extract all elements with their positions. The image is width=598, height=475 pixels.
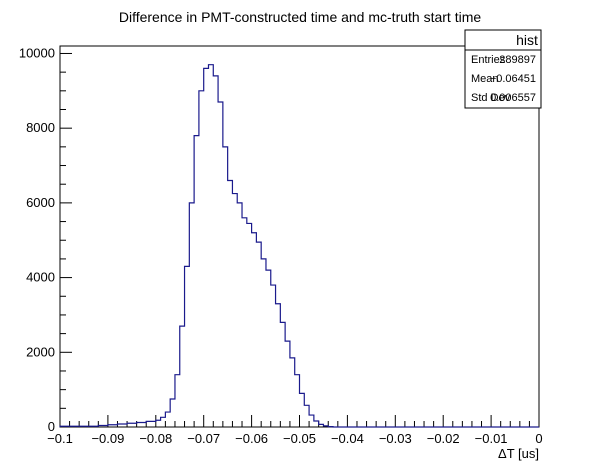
x-tick-label: −0.06 [235,431,268,446]
x-tick-label: −0.08 [139,431,172,446]
x-tick-label: −0.03 [379,431,412,446]
x-tick-label: 0 [535,431,542,446]
stats-box-title: hist [516,32,538,48]
x-axis-title: ΔT [us] [498,446,539,461]
stats-entries-value: 289897 [499,54,536,66]
x-tick-label: −0.09 [91,431,124,446]
stats-box-frame [464,29,542,109]
stats-stddev-value: 0.006557 [490,92,536,104]
x-tick-label: −0.04 [331,431,364,446]
stats-stddev-label: Std Dev [471,92,511,104]
histogram-line [59,64,539,428]
x-tick-label: −0.1 [47,431,73,446]
y-tick-label: 8000 [26,120,55,135]
stats-mean-value: −0.06451 [490,73,536,85]
stats-entries-label: Entries [471,54,506,66]
x-tick-label: −0.02 [427,431,460,446]
x-axis: −0.1 −0.09 −0.08 −0.07 −0.06 −0.05 −0.04 −0.03−… [47,415,543,446]
y-tick-label: 2000 [26,344,55,359]
x-tick-label: −0.05 [283,431,316,446]
x-tick-label: −0.07 [187,431,220,446]
y-tick-label: 0 [48,419,55,434]
y-tick-label: 4000 [26,270,55,285]
y-axis: 0 2000 4000 6000 8000 10000 [19,45,72,434]
stats-mean-label: Mean [471,73,499,85]
x-tick-label: −0.01 [475,431,508,446]
y-tick-label: 10000 [19,45,55,60]
y-tick-label: 6000 [26,195,55,210]
stats-box: hist Entries 289897 Mean −0.06451 Std De… [464,29,542,109]
chart-title: Difference in PMT-constructed time and m… [119,9,482,25]
